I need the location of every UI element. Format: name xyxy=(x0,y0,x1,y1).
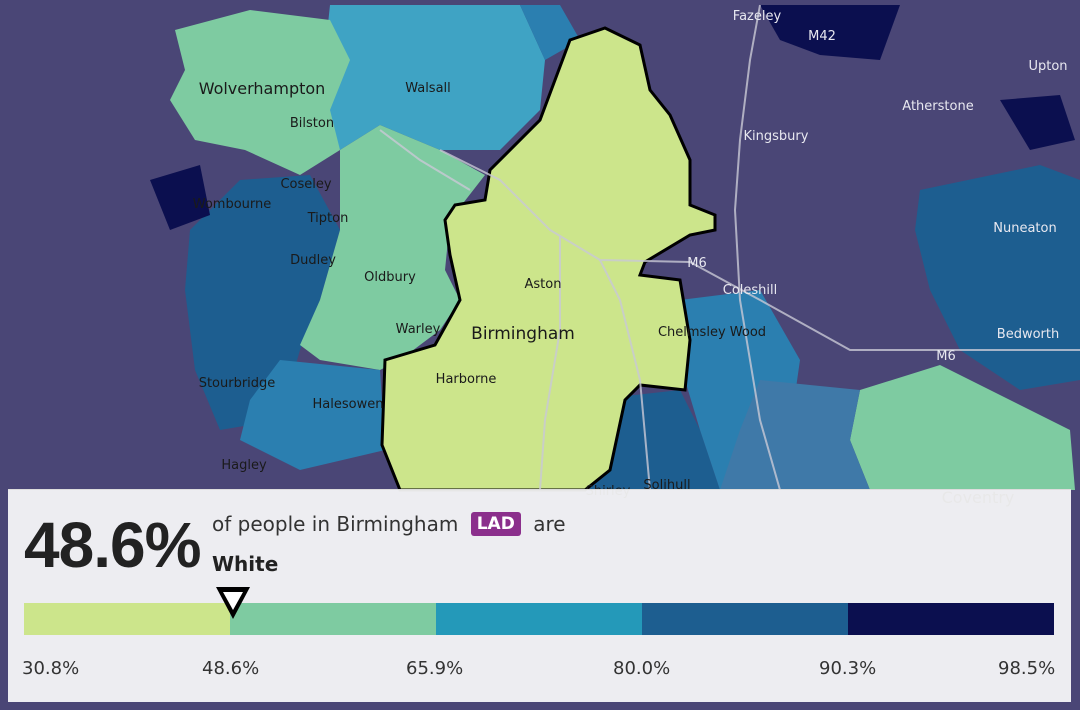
place-label-dudley: Dudley xyxy=(290,253,336,268)
place-label-wolverhampton: Wolverhampton xyxy=(199,79,326,98)
place-label-tipton: Tipton xyxy=(307,211,349,226)
area-coventry xyxy=(850,365,1075,490)
legend-segment-5 xyxy=(848,603,1054,635)
place-label-upton: Upton xyxy=(1028,59,1067,74)
place-label-aston: Aston xyxy=(525,277,562,292)
place-label-harborne: Harborne xyxy=(436,372,497,387)
place-label-oldbury: Oldbury xyxy=(364,270,416,285)
place-label-hagley: Hagley xyxy=(221,458,267,473)
description: of people in Birmingham LAD are xyxy=(212,512,566,536)
place-label-chelmsley-wood: Chelmsley Wood xyxy=(658,325,766,340)
place-label-coseley: Coseley xyxy=(280,177,331,192)
info-panel: 48.6% of people in Birmingham LAD are Wh… xyxy=(8,489,1071,702)
place-label-stourbridge: Stourbridge xyxy=(199,376,276,391)
place-label-nuneaton: Nuneaton xyxy=(993,221,1056,236)
legend-bar xyxy=(24,603,1054,635)
legend-segment-2 xyxy=(230,603,436,635)
percentage-value: 48.6% xyxy=(24,509,201,581)
category-label: White xyxy=(212,552,279,576)
place-label-wombourne: Wombourne xyxy=(193,197,272,212)
legend-tick-4: 80.0% xyxy=(613,658,671,679)
place-label-atherstone: Atherstone xyxy=(902,99,973,114)
legend-segment-1 xyxy=(24,603,230,635)
area-dudley xyxy=(185,175,340,430)
area-nuneaton xyxy=(915,165,1080,390)
area-wolverhampton xyxy=(170,10,350,175)
area-type-badge: LAD xyxy=(470,512,521,536)
legend-tick-5: 90.3% xyxy=(819,658,877,679)
description-suffix: are xyxy=(533,512,566,536)
place-label-bilston: Bilston xyxy=(290,116,334,131)
place-label-m42: M42 xyxy=(808,29,836,44)
place-label-coleshill: Coleshill xyxy=(723,283,778,298)
legend-tick-6: 98.5% xyxy=(998,658,1056,679)
place-label-warley: Warley xyxy=(396,322,441,337)
place-label-m6: M6 xyxy=(936,349,956,364)
legend-segment-4 xyxy=(642,603,848,635)
place-labels: Fazeley M42 Upton Wolverhampton Walsall Ather… xyxy=(193,9,1068,507)
place-label-halesowen: Halesowen xyxy=(313,397,384,412)
place-label-kingsbury: Kingsbury xyxy=(744,129,809,144)
legend-tick-2: 48.6% xyxy=(202,658,260,679)
area-walsall xyxy=(320,5,545,150)
place-label-m6: M6 xyxy=(687,256,707,271)
place-label-walsall: Walsall xyxy=(405,81,451,96)
legend-segment-3 xyxy=(436,603,642,635)
place-label-bedworth: Bedworth xyxy=(997,327,1059,342)
legend-tick-1: 30.8% xyxy=(22,658,80,679)
value-marker-icon xyxy=(216,587,250,619)
legend-tick-3: 65.9% xyxy=(406,658,464,679)
place-label-birmingham: Birmingham xyxy=(471,324,575,344)
place-label-fazeley: Fazeley xyxy=(733,9,782,24)
area-sandwell xyxy=(300,125,485,370)
description-prefix: of people in Birmingham xyxy=(212,512,459,536)
area-birmingham xyxy=(380,26,717,492)
